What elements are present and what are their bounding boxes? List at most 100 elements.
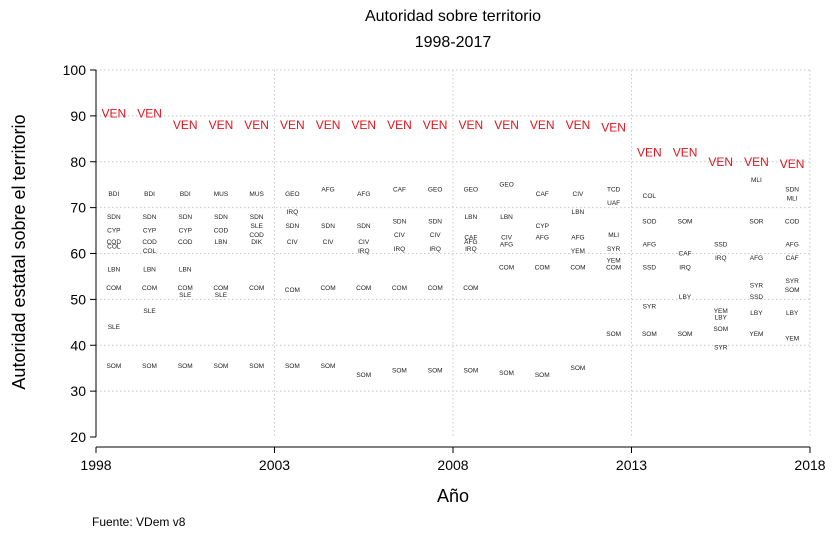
country-point-label: CYP [143,228,156,235]
ven-point-label: VEN [459,118,484,132]
ven-point-label: VEN [708,155,733,169]
y-tick-label: 70 [70,200,86,216]
country-point-label: IRQ [715,255,727,262]
y-tick-label: 60 [70,246,86,262]
country-point-label: IRQ [429,246,441,253]
country-point-label: YEM [785,335,799,342]
country-point-label: COL [143,248,157,255]
country-point-label: TCD [607,186,621,193]
country-point-label: MUS [249,191,264,198]
x-tick-label: 2003 [259,457,290,473]
y-axis-title: Autoridad estatal sobre el territorio [9,114,29,389]
country-point-label: SDN [357,223,371,230]
x-tick-label: 1998 [80,457,111,473]
country-point-label: LBN [108,267,121,274]
country-point-label: COM [570,264,585,271]
x-axis-title: Año [437,486,469,506]
country-point-label: CAF [393,186,406,193]
country-point-label: CIV [501,234,513,241]
country-point-label: SOM [571,365,586,372]
country-point-label: GEO [499,182,513,189]
country-point-label: LBN [572,209,585,216]
country-point-label: SOM [142,363,157,370]
ven-point-label: VEN [673,146,698,160]
country-point-label: SOM [678,331,693,338]
country-point-label: BDI [180,191,191,198]
country-point-label: CIV [394,232,406,239]
country-point-label: SOM [678,218,693,225]
country-point-label: DIK [251,239,263,246]
y-tick-label: 80 [70,154,86,170]
country-point-label: SOM [606,331,621,338]
country-point-label: LBN [143,267,156,274]
country-point-label: SOM [392,367,407,374]
y-tick-label: 50 [70,291,86,307]
country-point-label: AFG [750,255,763,262]
country-points: BDISDNCYPCODCOLLBNCOMSLESOMBDISDNCYPCODC… [106,177,799,379]
country-point-label: LBN [179,267,192,274]
grid-lines [96,69,811,437]
ven-points: VEN VEN VEN VEN VEN VEN VEN VEN VEN VEN VEN VEN VEN V… [102,107,805,171]
ven-point-label: VEN [423,118,448,132]
country-point-label: SDN [107,214,121,221]
country-point-label: SYR [714,345,728,352]
country-point-label: SOM [356,372,371,379]
country-point-label: SDN [428,218,442,225]
country-point-label: COM [535,264,550,271]
country-point-label: CIV [430,232,442,239]
country-point-label: CIV [287,239,299,246]
ven-point-label: VEN [137,107,162,121]
ven-point-label: VEN [566,118,591,132]
country-point-label: YEM [571,248,585,255]
country-point-label: AFG [357,191,370,198]
country-point-label: SOM [214,363,229,370]
country-point-label: SOM [106,363,121,370]
country-point-label: YEM [607,257,621,264]
ven-point-label: VEN [494,118,519,132]
country-point-label: COM [178,285,193,292]
country-point-label: YEM [749,331,763,338]
country-point-label: SLE [108,324,121,331]
country-point-label: MLI [751,177,762,184]
country-point-label: IRQ [465,246,477,253]
country-point-label: SOM [642,331,657,338]
country-point-label: SOM [321,363,336,370]
country-point-label: AFG [464,239,477,246]
country-point-label: COM [285,287,300,294]
country-point-label: CAF [464,234,477,241]
country-point-label: COM [392,285,407,292]
country-point-label: COM [428,285,443,292]
country-point-label: COD [785,218,800,225]
y-tick-label: 100 [63,62,87,78]
country-point-label: SDN [214,214,228,221]
ven-point-label: VEN [387,118,412,132]
country-point-label: COL [643,193,657,200]
country-point-label: SOM [713,326,728,333]
country-point-label: COD [178,239,193,246]
country-point-label: IRQ [287,209,299,216]
country-point-label: MUS [214,191,229,198]
country-point-label: AFG [785,241,798,248]
country-point-label: SDN [250,214,264,221]
ven-point-label: VEN [637,146,662,160]
country-point-label: SLE [251,223,264,230]
country-point-label: SOM [285,363,300,370]
country-point-label: SDN [143,214,157,221]
country-point-label: COM [249,285,264,292]
country-point-label: COD [107,239,122,246]
country-point-label: GEO [428,186,442,193]
country-point-label: CAF [786,255,799,262]
country-point-label: SYR [785,278,799,285]
country-point-label: UAF [607,200,620,207]
country-point-label: LBY [679,294,692,301]
country-point-label: SDN [285,223,299,230]
country-point-label: CYP [179,228,192,235]
country-point-label: SDN [785,186,799,193]
x-tick-label: 2018 [794,457,825,473]
country-point-label: IRQ [679,264,691,271]
country-point-label: CAF [536,191,549,198]
country-point-label: CYP [107,228,120,235]
country-point-label: COM [356,285,371,292]
ven-point-label: VEN [780,157,805,171]
